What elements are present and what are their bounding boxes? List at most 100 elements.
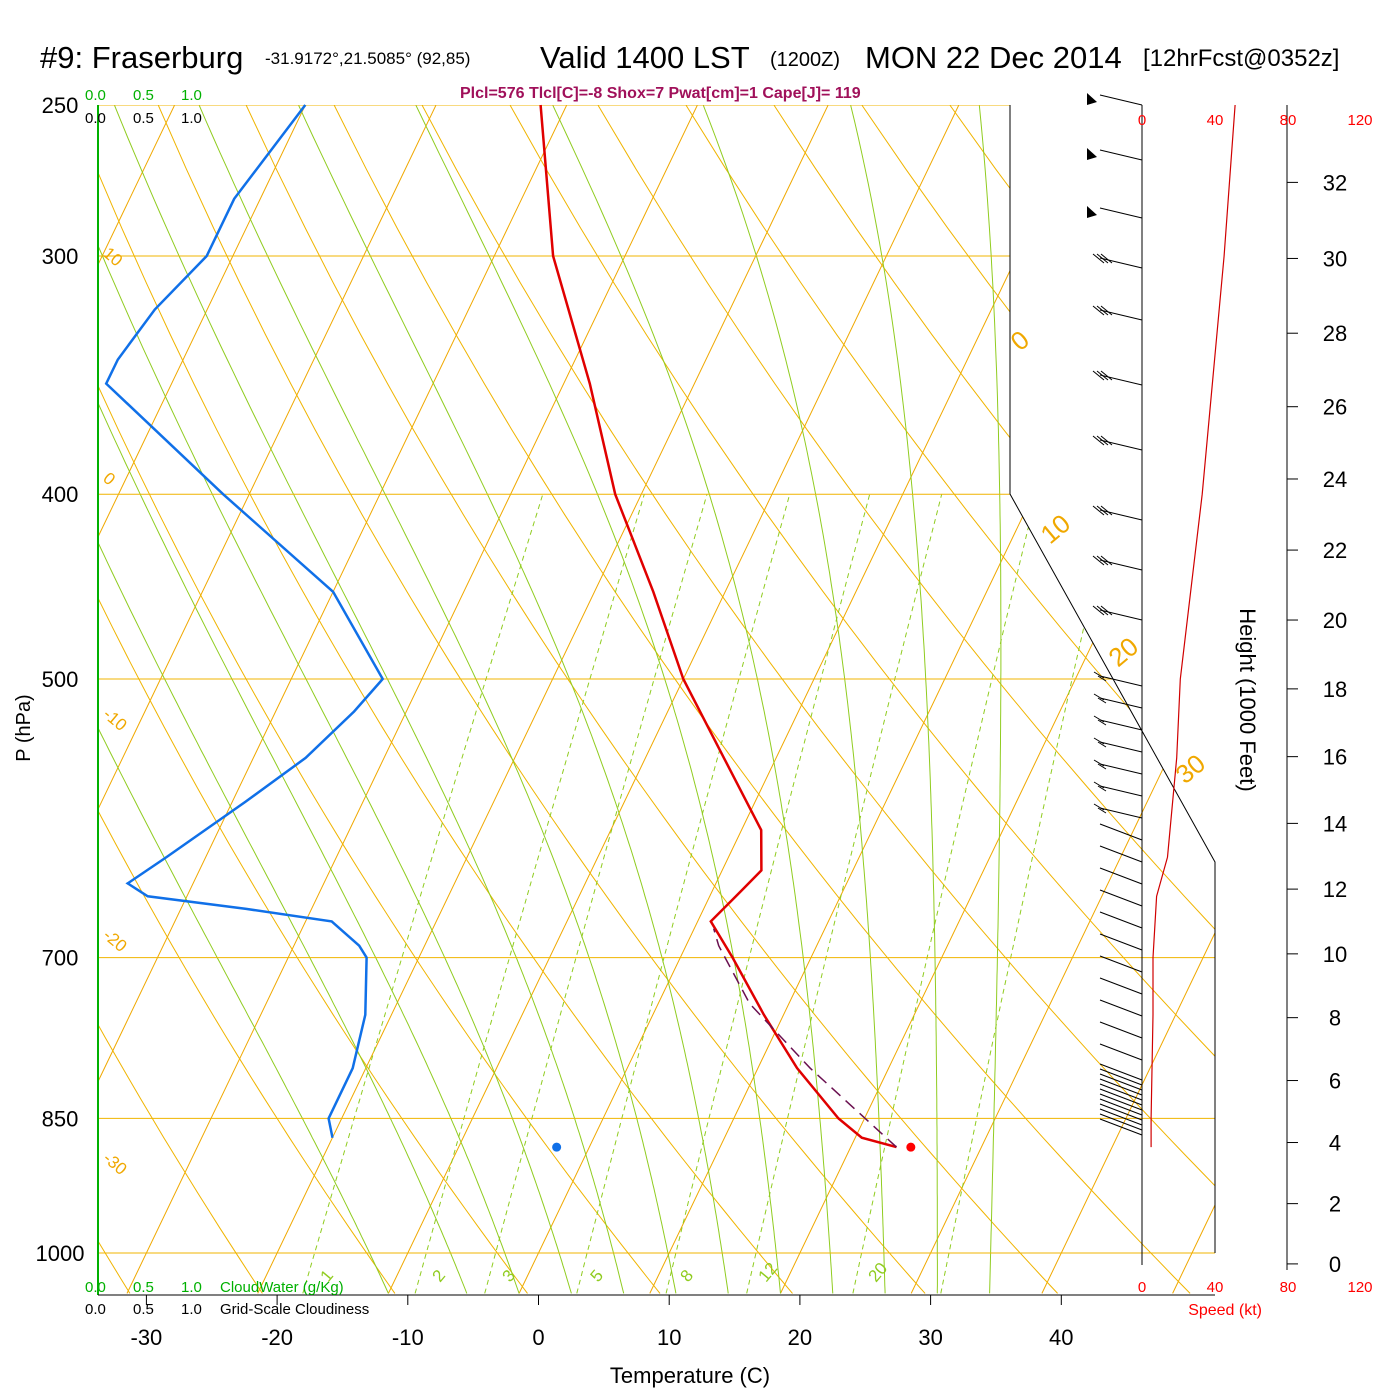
isotherm-line: [1041, 105, 1215, 1294]
height-tick-label: 2: [1329, 1192, 1341, 1217]
background-grid: [98, 105, 1400, 1294]
wind-barb: [1099, 1103, 1143, 1121]
wind-barb-shaft: [1099, 741, 1143, 753]
plot-frame: [97, 105, 1288, 1296]
wind-barb-flag: [1097, 763, 1107, 770]
height-tick-label: 26: [1323, 395, 1347, 420]
speed-tick-bottom-80: 80: [1280, 1279, 1297, 1296]
wind-barb-shaft: [1099, 1088, 1143, 1106]
wind-barb-shaft: [1099, 675, 1143, 687]
wind-barb-flag: [1100, 505, 1113, 516]
temperature-tick-label: 0: [532, 1325, 544, 1350]
wind-barb: [1093, 781, 1143, 797]
dry-adiabat-line: [98, 105, 528, 1294]
mixing-ratio-label: 20: [865, 1259, 892, 1286]
temperature-tick-label: -30: [131, 1325, 163, 1350]
sounding-indices: Plcl=576 Tlcl[C]=-8 Shox=7 Pwat[cm]=1 Ca…: [460, 85, 861, 102]
forecast-date: MON 22 Dec 2014: [865, 40, 1122, 75]
isotherm-label: -30: [99, 1149, 130, 1179]
wind-barb: [1099, 1073, 1143, 1091]
wind-barb-shaft: [1099, 1083, 1143, 1101]
speed-tick-top-40: 40: [1207, 112, 1224, 129]
wind-barb-shaft: [1099, 1068, 1143, 1086]
cloud-scale-top-green-0: 0.0: [85, 87, 106, 104]
dry-adiabat-line: [1125, 105, 1215, 1294]
wind-barb-shaft: [1099, 845, 1143, 863]
cloud-scale-top-black-0: 0.0: [85, 110, 106, 127]
wind-barb-flag: [1092, 555, 1105, 566]
mixing-ratio-line: [852, 494, 1037, 1294]
wind-barb: [1099, 999, 1143, 1017]
isotherm-label: 0: [99, 469, 118, 490]
wind-barb-flag: [1100, 435, 1113, 446]
wind-barb: [1093, 803, 1143, 819]
speed-tick-bottom-40: 40: [1207, 1279, 1224, 1296]
wind-barb-flag: [1093, 781, 1105, 789]
mixing-ratio-label: 8: [677, 1266, 698, 1285]
wind-barb: [1099, 1021, 1143, 1039]
dry-adiabat-line: [1302, 105, 1400, 1293]
height-tick-label: 18: [1323, 677, 1347, 702]
isotherm-line: [387, 105, 976, 1294]
wind-barb-flag: [1093, 803, 1105, 811]
isotherm-label: 0: [1005, 324, 1035, 356]
moist-adiabat-line: [98, 105, 520, 1294]
mixing-ratio-line: [414, 494, 645, 1294]
station-title: #9: Fraserburg: [40, 40, 243, 75]
wind-barb-flag: [1097, 785, 1107, 792]
wind-barb: [1099, 823, 1143, 841]
moist-adiabat-line: [282, 105, 729, 1294]
wind-barb-flag: [1097, 697, 1107, 704]
pressure-tick-label: 850: [42, 1106, 79, 1131]
wind-barb-flag: [1096, 253, 1109, 264]
wind-barb: [1093, 671, 1143, 687]
cloud-scale-bottom-black-2: 1.0: [181, 1301, 202, 1318]
wind-barb: [1099, 845, 1143, 863]
height-tick-label: 28: [1323, 321, 1347, 346]
surface-dewpoint-point: [552, 1142, 562, 1152]
wind-barb-shaft: [1099, 149, 1143, 161]
wind-barb-shaft: [1099, 1103, 1143, 1121]
wind-barb: [1093, 737, 1143, 753]
wind-barb-shaft: [1099, 207, 1143, 219]
wind-barb-flag: [1093, 693, 1105, 701]
isotherm-label: 10: [1035, 508, 1076, 550]
height-tick-label: 24: [1323, 467, 1347, 492]
wind-barb-flag: [1100, 555, 1113, 566]
utc-time: (1200Z): [770, 49, 840, 71]
wind-barb-shaft: [1099, 94, 1143, 106]
wind-barb-pennant: [1087, 206, 1097, 218]
wind-barb: [1093, 715, 1143, 731]
wind-barb-shaft: [1099, 955, 1143, 973]
mixing-ratio-line: [484, 494, 708, 1294]
cloud-scale-bottom-green-2: 1.0: [181, 1279, 202, 1296]
wind-barb-flag: [1092, 253, 1105, 264]
wind-barb-shaft: [1099, 1108, 1143, 1126]
wind-barb-shaft: [1099, 719, 1143, 731]
wind-barb: [1099, 867, 1143, 885]
wind-barb-shaft: [1099, 439, 1143, 451]
wind-barb-shaft: [1099, 867, 1143, 885]
wind-barb-flag: [1093, 759, 1105, 767]
wind-barb-flag: [1100, 605, 1113, 616]
wind-barb-shaft: [1099, 1078, 1143, 1096]
height-tick-label: 0: [1329, 1252, 1341, 1277]
station-coords: -31.9172°,21.5085° (92,85): [265, 49, 470, 68]
temperature-tick-label: 10: [657, 1325, 681, 1350]
wind-barb: [1092, 555, 1143, 571]
dry-adiabat-line: [509, 105, 1215, 1294]
wind-barb-shaft: [1099, 999, 1143, 1017]
wind-barb-flag: [1092, 505, 1105, 516]
wind-barb-shaft: [1099, 1113, 1143, 1131]
cloudiness-label: Grid-Scale Cloudiness: [220, 1301, 369, 1318]
isotherm-line: [257, 105, 845, 1294]
moist-adiabat-line: [399, 105, 781, 1294]
wind-barb: [1099, 1118, 1143, 1136]
wind-barb: [1087, 206, 1143, 219]
plot-right-boundary: [1009, 105, 1216, 1253]
pressure-tick-label: 400: [42, 482, 79, 507]
wind-barb-pennant: [1087, 148, 1097, 160]
isotherm-label: 30: [1170, 748, 1211, 790]
cloud-scale-top-black-1: 0.5: [133, 110, 154, 127]
wind-barb: [1092, 305, 1143, 321]
